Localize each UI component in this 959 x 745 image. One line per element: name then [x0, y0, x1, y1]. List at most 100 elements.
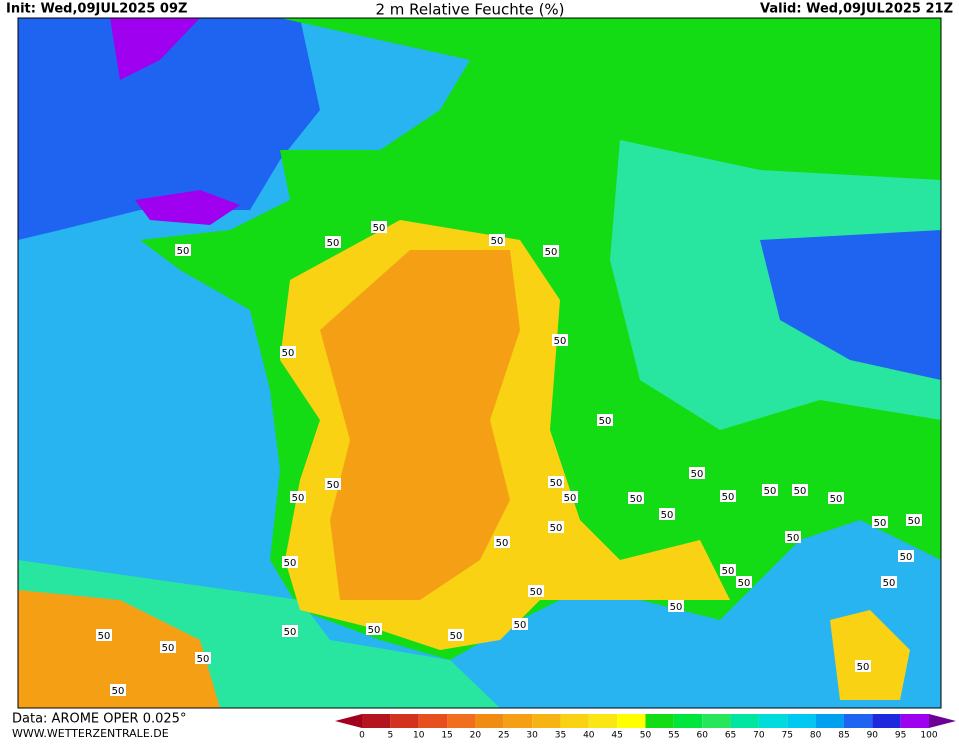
colorbar-tick-label: 95: [895, 731, 906, 741]
map: [18, 18, 941, 708]
colorbar-tick-label: 85: [838, 731, 849, 741]
contour-label: 50: [197, 654, 210, 665]
colorbar-tick-label: 70: [753, 731, 765, 741]
contour-label: 50: [327, 238, 340, 249]
contour-label: 50: [491, 236, 504, 247]
contour-label-box: [325, 236, 341, 248]
contour-label: 50: [284, 627, 297, 638]
contour-label-box: [881, 576, 897, 588]
contour-label: 50: [670, 602, 683, 613]
colorbar-tick-label: 80: [810, 731, 822, 741]
colorbar-tick-label: 90: [867, 731, 879, 741]
high-humidity: [135, 190, 240, 225]
contour-label: 50: [722, 492, 735, 503]
contour-label-box: [720, 564, 736, 576]
contour-label-box: [371, 221, 387, 233]
contour-label: 50: [284, 558, 297, 569]
contour-labels: 50 50 50 50 50 50 50 50 50 50 50 50 50 50 50 50 50 50 50 50…: [96, 221, 922, 697]
contour-label-box: [96, 629, 112, 641]
contour-label: 50: [554, 336, 567, 347]
corsica: [830, 610, 910, 700]
contour-label-box: [597, 414, 613, 426]
contour-label-box: [548, 521, 564, 533]
contour-label: 50: [883, 578, 896, 589]
colorbar-segment: [617, 714, 646, 728]
contour-label-box: [659, 508, 675, 520]
colorbar-tick-label: 40: [583, 731, 595, 741]
colorbar-tick-label: 30: [526, 731, 538, 741]
colorbar-tick-label: 50: [640, 731, 652, 741]
contour-label: 50: [794, 486, 807, 497]
data-source: Data: AROME OPER 0.025°: [12, 712, 186, 727]
colorbar-tick-label: 25: [498, 731, 509, 741]
contour-label: 50: [112, 686, 125, 697]
colorbar-segment: [673, 714, 703, 728]
contour-label-box: [562, 491, 578, 503]
contour-label: 50: [177, 246, 190, 257]
contour-label-box: [543, 245, 559, 257]
colorbar-segment: [730, 714, 759, 728]
contour-label-box: [668, 600, 684, 612]
spain-dry: [18, 590, 220, 708]
colorbar-segment: [815, 714, 844, 728]
contour-label: 50: [514, 620, 527, 631]
alps: [760, 230, 941, 380]
colorbar-tick-label: 60: [696, 731, 708, 741]
contour-label: 50: [162, 643, 175, 654]
colorbar-tick-label: 45: [611, 731, 622, 741]
contour-label-box: [689, 467, 705, 479]
contour-label-box: [175, 244, 191, 256]
colorbar-tick-label: 65: [725, 731, 736, 741]
contour-label: 50: [292, 493, 305, 504]
contour-label-box: [282, 625, 298, 637]
colorbar: 0 5 10 15 20 25 30 35 40 45 50 55 60 65 70 75 80 85 90 95 10…: [335, 714, 956, 741]
colorbar-tick-label: 35: [555, 731, 566, 741]
colorbar-segment: [475, 714, 504, 728]
contour-label-box: [855, 660, 871, 672]
channel-humid: [18, 18, 320, 240]
colorbar-segment: [872, 714, 901, 728]
contour-label-box: [494, 536, 510, 548]
colorbar-tick-label: 5: [387, 731, 393, 741]
contour-label-box: [548, 476, 564, 488]
contour-label-box: [736, 576, 752, 588]
colorbar-high-arrow: [929, 714, 956, 728]
contour-label: 50: [496, 538, 509, 549]
contour-label: 50: [282, 348, 295, 359]
colorbar-tick-label: 10: [413, 731, 425, 741]
contour-label: 50: [874, 518, 887, 529]
contour-label: 50: [550, 523, 563, 534]
colorbar-tick-label: 0: [359, 731, 365, 741]
contour-label-box: [898, 550, 914, 562]
contour-label-box: [282, 556, 298, 568]
contour-label: 50: [564, 493, 577, 504]
contour-label: 50: [550, 478, 563, 489]
map-frame: [17, 17, 942, 709]
contour-label-box: [720, 490, 736, 502]
colorbar-segment: [787, 714, 816, 728]
contour-label-box: [906, 514, 922, 526]
contour-label-box: [762, 484, 778, 496]
colorbar-segment: [702, 714, 731, 728]
contour-label-box: [366, 623, 382, 635]
contour-label-box: [552, 334, 568, 346]
colorbar-tick-label: 55: [668, 731, 679, 741]
contour-label-box: [325, 478, 341, 490]
contour-label-box: [528, 585, 544, 597]
contour-label-box: [489, 234, 505, 246]
contour-label-box: [290, 491, 306, 503]
contour-label: 50: [368, 625, 381, 636]
contour-label: 50: [738, 578, 751, 589]
colorbar-segment: [532, 714, 561, 728]
contour-label: 50: [691, 469, 704, 480]
contour-label: 50: [722, 566, 735, 577]
contour-label-box: [280, 346, 296, 358]
colorbar-segment: [758, 714, 788, 728]
colorbar-segment: [390, 714, 419, 728]
colorbar-low-arrow: [335, 714, 362, 728]
colorbar-segment: [362, 714, 391, 728]
contour-label: 50: [599, 416, 612, 427]
contour-label: 50: [764, 486, 777, 497]
colorbar-tick-label: 15: [441, 731, 452, 741]
